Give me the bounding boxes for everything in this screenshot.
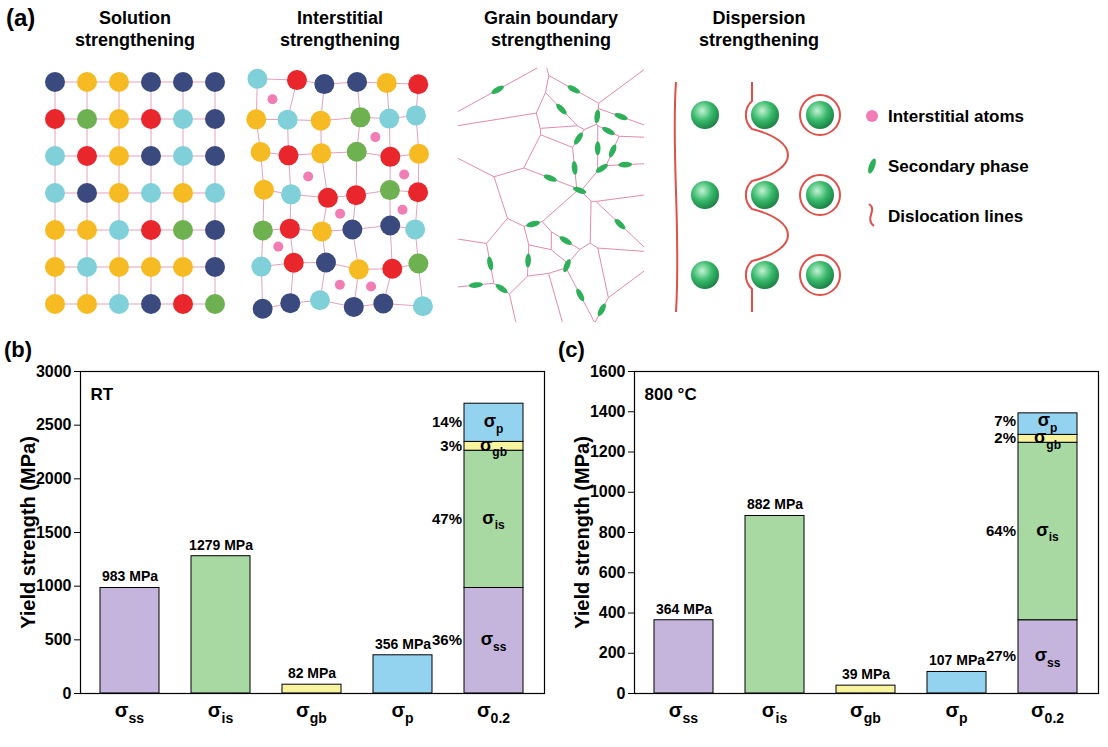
- svg-text:14%: 14%: [432, 413, 462, 430]
- svg-text:983 MPa: 983 MPa: [102, 568, 158, 584]
- svg-text:σss: σss: [115, 699, 144, 726]
- svg-text:47%: 47%: [432, 510, 462, 527]
- svg-text:σss: σss: [481, 629, 507, 653]
- svg-text:σ0.2: σ0.2: [1031, 699, 1064, 726]
- svg-text:1500: 1500: [36, 524, 72, 541]
- svg-text:36%: 36%: [432, 631, 462, 648]
- svg-text:3000: 3000: [36, 363, 72, 380]
- svg-text:Dislocation lines: Dislocation lines: [888, 207, 1023, 226]
- svg-text:364 MPa: 364 MPa: [656, 601, 712, 617]
- svg-text:1000: 1000: [590, 483, 626, 500]
- svg-text:Interstitial: Interstitial: [297, 8, 383, 28]
- svg-text:7%: 7%: [994, 412, 1016, 429]
- svg-text:σgb: σgb: [1034, 427, 1061, 452]
- svg-text:Yield strength (MPa): Yield strength (MPa): [571, 436, 593, 629]
- svg-text:1200: 1200: [590, 443, 626, 460]
- svg-text:σss: σss: [669, 699, 698, 726]
- svg-text:σis: σis: [762, 699, 788, 726]
- svg-text:882 MPa: 882 MPa: [747, 496, 803, 512]
- svg-text:σis: σis: [1036, 520, 1059, 544]
- svg-text:400: 400: [599, 604, 626, 621]
- svg-text:1279 MPa: 1279 MPa: [189, 537, 253, 553]
- svg-text:200: 200: [599, 644, 626, 661]
- svg-text:Secondary phase: Secondary phase: [888, 157, 1029, 176]
- svg-text:1000: 1000: [36, 577, 72, 594]
- svg-text:3%: 3%: [440, 437, 462, 454]
- svg-text:800 °C: 800 °C: [645, 385, 697, 404]
- svg-text:σp: σp: [1038, 410, 1058, 434]
- svg-text:σss: σss: [1035, 645, 1061, 669]
- svg-text:0: 0: [617, 685, 626, 702]
- svg-text:Interstitial atoms: Interstitial atoms: [888, 107, 1024, 126]
- svg-text:σp: σp: [391, 699, 413, 726]
- html-text:(c): (c): [558, 337, 585, 362]
- svg-text:σp: σp: [484, 411, 504, 435]
- svg-text:strengthening: strengthening: [699, 30, 819, 50]
- svg-text:1600: 1600: [590, 363, 626, 380]
- svg-text:Yield strength (MPa): Yield strength (MPa): [17, 436, 39, 629]
- svg-text:356 MPa: 356 MPa: [375, 636, 431, 652]
- svg-text:σgb: σgb: [296, 699, 327, 726]
- svg-text:500: 500: [45, 631, 72, 648]
- svg-text:RT: RT: [91, 385, 114, 404]
- svg-text:σp: σp: [945, 699, 967, 726]
- svg-text:107 MPa: 107 MPa: [929, 652, 985, 668]
- html-text:(b): (b): [4, 337, 33, 362]
- svg-text:2500: 2500: [36, 416, 72, 433]
- svg-text:0: 0: [63, 685, 72, 702]
- svg-text:2%: 2%: [994, 429, 1016, 446]
- svg-text:(a): (a): [6, 4, 35, 31]
- svg-text:27%: 27%: [986, 647, 1016, 664]
- svg-text:82 MPa: 82 MPa: [288, 665, 336, 681]
- svg-text:σis: σis: [208, 699, 234, 726]
- svg-text:2000: 2000: [36, 470, 72, 487]
- svg-text:Solution: Solution: [99, 8, 171, 28]
- svg-text:σgb: σgb: [480, 435, 507, 459]
- svg-text:strengthening: strengthening: [491, 30, 611, 50]
- svg-text:39 MPa: 39 MPa: [842, 666, 890, 682]
- svg-text:Dispersion: Dispersion: [712, 8, 805, 28]
- svg-text:σis: σis: [482, 508, 505, 532]
- svg-text:600: 600: [599, 564, 626, 581]
- svg-text:64%: 64%: [986, 522, 1016, 539]
- svg-text:strengthening: strengthening: [280, 30, 400, 50]
- svg-text:σgb: σgb: [850, 699, 881, 726]
- svg-text:1400: 1400: [590, 403, 626, 420]
- svg-text:800: 800: [599, 524, 626, 541]
- svg-text:σ0.2: σ0.2: [477, 699, 510, 726]
- svg-text:strengthening: strengthening: [75, 30, 195, 50]
- svg-text:Grain boundary: Grain boundary: [484, 8, 618, 28]
